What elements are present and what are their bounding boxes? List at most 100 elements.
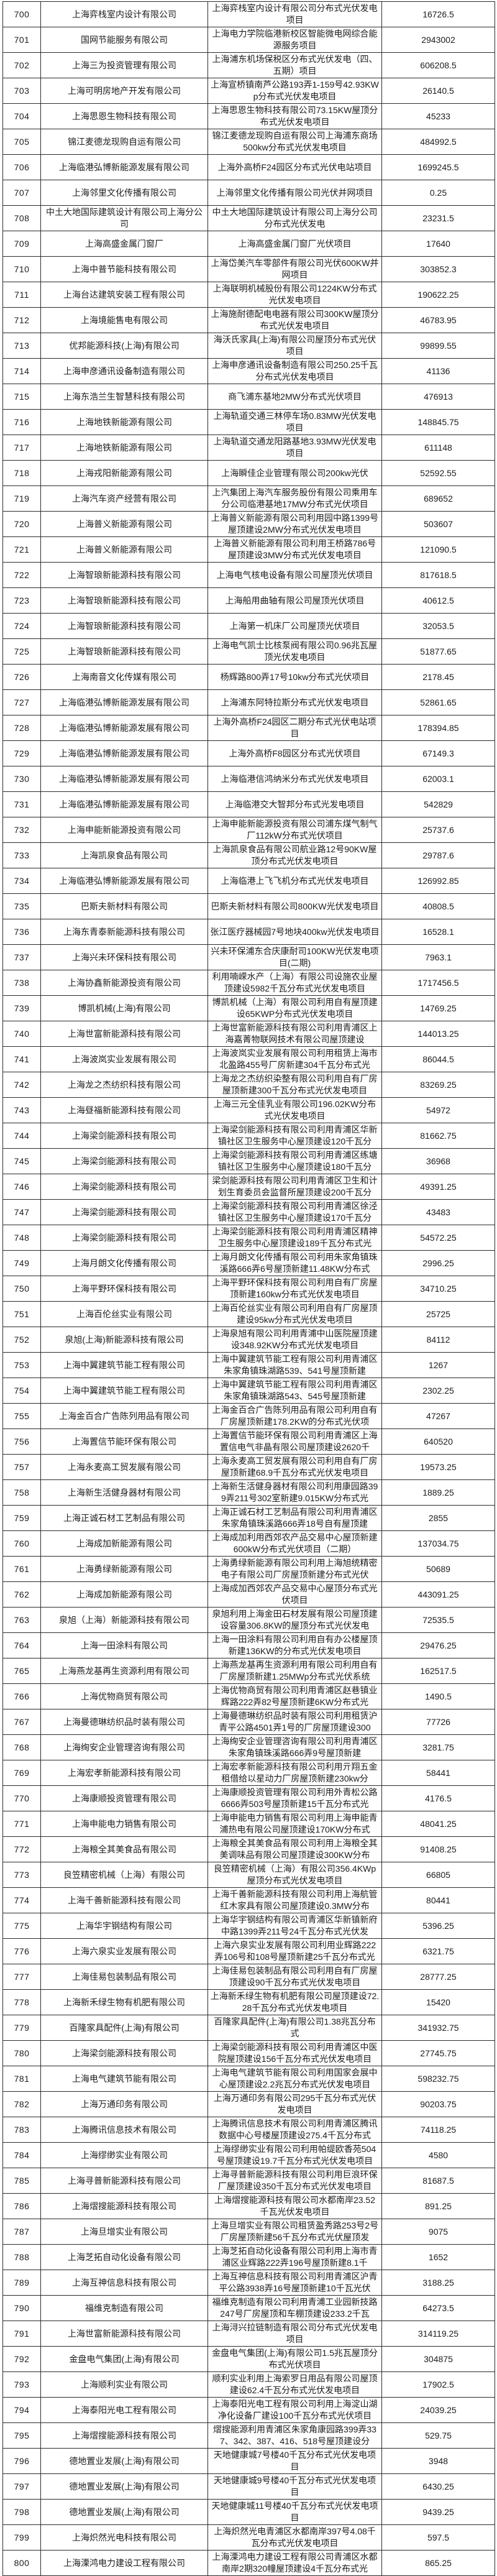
table-row: 731 上海临港弘博新能源发展有限公司 上海临港交大智邦分布式光发电项目 542829	[2, 791, 495, 817]
project-name: 上海宏孝新能源科技有限公司利用亓翔五金租借给以星动力厂房屋顶新建230kw分	[207, 1760, 382, 1786]
subsidy-amount-text: 7963.1	[425, 952, 452, 962]
subsidy-amount-text: 43483	[426, 1207, 450, 1217]
table-row: 751 上海百伦丝实业有限公司 上海百伦丝实业有限公司利用自有厂房屋顶建设95kw分…	[2, 1301, 495, 1327]
company-name-text: 上海溧鸿电力建设工程有限公司	[63, 2557, 185, 2568]
subsidy-amount-text: 83269.25	[420, 1079, 457, 1090]
project-name: 上海金百合广告陈列用品有限公司利用自有厂房屋顶新建178.2KW的分布式光伏项	[207, 1403, 382, 1429]
row-number: 744	[2, 1123, 41, 1149]
table-row: 712 上海境能售电有限公司 上海施耐德配电电器有限公司300KW屋顶分布式光伏发电…	[2, 307, 495, 333]
subsidy-amount: 2996.25	[381, 1250, 495, 1276]
subsidy-amount: 144013.25	[381, 1021, 495, 1047]
row-number: 738	[2, 970, 41, 996]
company-name-text: 上海顺利实业有限公司	[81, 2379, 168, 2390]
project-name-text: 上海浦东机场保税区分布式光伏发电（四、五期）项目	[212, 54, 378, 76]
project-name-text: 上海燕龙基再生资源利用有限公司利用自有厂房屋顶新建1.25MWp分布式光伏系统	[212, 1660, 378, 1681]
row-number-text: 751	[14, 1309, 30, 1319]
table-row: 727 上海临港弘博新能源发展有限公司 上海浦东阿特拉斯分布式光伏发电项目 52861…	[2, 689, 495, 715]
subsidy-amount-text: 1717456.5	[417, 977, 459, 988]
table-row: 770 上海康顺投资管理有限公司 上海康顺投资管理有限公司利用外青松公路6666弄5…	[2, 1785, 495, 1811]
row-number-text: 740	[14, 1028, 30, 1039]
project-name-text: 杨辉路800弄17号10kw分布式光伏项目	[220, 671, 370, 682]
company-name-text: 上海邻里文化传播有限公司	[72, 187, 176, 198]
table-row: 761 上海勇绿新能源有限公司 上海勇绿新能源有限公司利用上海旭统精密电子有限公司厂…	[2, 1556, 495, 1582]
row-number-text: 758	[14, 1487, 30, 1497]
row-number: 701	[2, 27, 41, 53]
project-name-text: 顺利实业利用上海索罗日用品有限公司屋顶建设62.4千瓦分布式光伏发电项目	[212, 2373, 378, 2395]
table-row: 771 上海申能电力销售有限公司 上海申能电力销售有限公司利用上海申能青浦热电有限公…	[2, 1811, 495, 1837]
row-number: 797	[2, 2473, 41, 2500]
company-name-text: 上海世富新能源科技有限公司	[68, 2328, 181, 2339]
project-name: 上海弈栈室内设计有限公司分布式光伏发电项目	[207, 1, 382, 27]
subsidy-amount-text: 32053.5	[422, 620, 454, 631]
subsidy-amount-text: 9075	[428, 2226, 449, 2237]
project-name-text: 上海施耐德配电电器有限公司300KW屋顶分布式光伏发电项目	[211, 309, 379, 331]
row-number-text: 726	[14, 671, 30, 682]
project-name-text: 上海中翼建筑节能工程有限公司利用青浦区朱家角镇珠湖路539、541号屋顶新建	[212, 1354, 378, 1376]
project-name: 良笠精密机械（上海）有限公司356.4KWp屋顶分布式光伏发电项目	[207, 1862, 382, 1888]
project-name: 锦江麦德龙现购自运有限公司上海浦东商场500kw分布式光伏发电项目	[207, 129, 382, 155]
table-row: 737 上海兴未环保科技有限公司 兴未环保浦东合庆康耐司100KW光伏发电项目(二期…	[2, 944, 495, 970]
company-name: 上海高盛金属门窗厂	[40, 231, 208, 257]
project-name-text: 博凯机械（上海）有限公司利用自有屋顶建设65KWP分布式光伏发电项目	[212, 997, 378, 1019]
company-name: 上海地铁新能源有限公司	[40, 409, 208, 435]
project-name-text: 上海康顺投资管理有限公司利用外青松公路6666弄503号屋顶新建15千瓦分布式光	[212, 1787, 378, 1809]
table-row: 701 国网节能服务有限公司 上海电力学院临港新校区智能微电网综合能源服务项目 294…	[2, 27, 495, 53]
subsidy-amount-text: 4580	[428, 2150, 449, 2160]
company-name: 上海南音文化传媒有限公司	[40, 664, 208, 690]
row-number-text: 750	[14, 1283, 30, 1294]
row-number: 783	[2, 2117, 41, 2143]
row-number: 725	[2, 638, 41, 665]
subsidy-amount-text: 891.25	[425, 2201, 452, 2211]
subsidy-amount-text: 817618.5	[420, 569, 457, 580]
subsidy-amount-text: 58441	[426, 1767, 450, 1778]
subsidy-amount: 58441	[381, 1760, 495, 1786]
table-row: 775 上海华宇钢结构有限公司 上海华宇钢结构有限公司青浦区华新镇新府中路1399弄…	[2, 1913, 495, 1939]
project-name-text: 上海永麦高工贸发展有限公司利用自有厂房屋顶新建68.9千瓦分布式光伏发电项目	[212, 1456, 378, 1478]
row-number-text: 745	[14, 1156, 30, 1166]
row-number-text: 710	[14, 264, 30, 274]
subsidy-amount: 90203.75	[381, 2091, 495, 2117]
project-name: 上海申能新能源投资有限公司浦东煤气制气厂112kW分布式光伏项目	[207, 817, 382, 843]
subsidy-amount-text: 81687.5	[422, 2175, 454, 2186]
project-name: 上海梁剑能源科技有限公司利用青浦区精神卫生服务中心屋顶建设189千瓦分布式光	[207, 1225, 382, 1251]
table-row: 800 上海溧鸿电力建设工程有限公司 上海溧鸿电力建设工程有限公司青浦区水都南岸2期…	[2, 2550, 495, 2576]
table-row: 720 上海普义新能源有限公司 上海普义新能源有限公司利用园中路1399号屋顶建设2…	[2, 511, 495, 537]
company-name: 上海邻里文化传播有限公司	[40, 180, 208, 206]
company-name-text: 上海华宇钢结构有限公司	[76, 1920, 172, 1931]
project-name: 上海岱美汽车零部件有限公司光伏600KW并网项目	[207, 256, 382, 282]
subsidy-amount: 865.25	[381, 2550, 495, 2576]
subsidy-amount: 14769.25	[381, 995, 495, 1021]
company-name: 上海正诚石材工艺制品有限公司	[40, 1505, 208, 1531]
company-name-text: 良笠精密机械（上海）有限公司	[63, 1869, 185, 1880]
project-name: 上海中翼建筑节能工程有限公司利用青浦区朱家角镇珠湖路539、541号屋顶新建	[207, 1352, 382, 1378]
row-number: 754	[2, 1378, 41, 1404]
subsidy-amount-text: 0.25	[429, 187, 447, 198]
project-name: 天地健康城7号楼40千瓦分布式光伏发电项目	[207, 2448, 382, 2474]
company-name-text: 上海戎阳新能源有限公司	[76, 467, 172, 478]
project-name: 上海新禾绿生物有机肥有限公司屋顶建设72.28千瓦分布式光伏发电项目	[207, 1989, 382, 2015]
table-row: 706 上海临港弘博新能源发展有限公司 上海外高桥F24园区分布式光伏电站项目 169…	[2, 154, 495, 180]
row-number: 799	[2, 2524, 41, 2551]
table-row: 776 上海六泉实业发展有限公司 上海六泉实业发展有限公司利用业辉路222弄106号…	[2, 1938, 495, 1964]
project-name-text: 上海普义新能源有限公司利用王桥路786号屋顶建设3MW分布式光伏发电项目	[213, 538, 376, 560]
project-name: 巴斯夫新材料有限公司800KW光伏发电项目	[207, 893, 382, 919]
subsidy-amount-text: 48041.25	[420, 1818, 457, 1829]
company-name: 上海梁剑能源科技有限公司	[40, 2040, 208, 2066]
table-row: 786 上海熠搜能源科技有限公司 上海熠搜能源科技有限公司水都南岸23.52千瓦光伏…	[2, 2193, 495, 2219]
subsidy-amount-text: 476913	[424, 391, 453, 402]
company-name-text: 上海万通印务有限公司	[81, 2099, 168, 2109]
project-name: 上海梁剑能源科技有限公司利用青浦区练塘镇社区卫生服务中心屋顶建设180千瓦分	[207, 1148, 382, 1174]
company-name-text: 上海南音文化传媒有限公司	[72, 671, 176, 682]
row-number-text: 788	[14, 2252, 30, 2262]
subsidy-amount: 49391.25	[381, 1174, 495, 1200]
row-number-text: 754	[14, 1385, 30, 1396]
row-number: 706	[2, 154, 41, 180]
table-row: 755 上海金百合广告陈列用品有限公司 上海金百合广告陈列用品有限公司利用自有厂房屋…	[2, 1403, 495, 1429]
company-name: 上海炽然光电科技有限公司	[40, 2524, 208, 2551]
company-name: 上海弈栈室内设计有限公司	[40, 1, 208, 27]
company-name: 上海梁剑能源科技有限公司	[40, 1199, 208, 1225]
project-name: 上海炽然光电青浦区水都南岸397号4.08千瓦分布式光伏发电项目	[207, 2524, 382, 2551]
subsidy-amount: 1267	[381, 1352, 495, 1378]
row-number-text: 782	[14, 2099, 30, 2109]
table-row: 791 上海世富新能源科技有限公司 上海浔兴拉链制造有限公司分布式光伏发电项目 314…	[2, 2321, 495, 2347]
